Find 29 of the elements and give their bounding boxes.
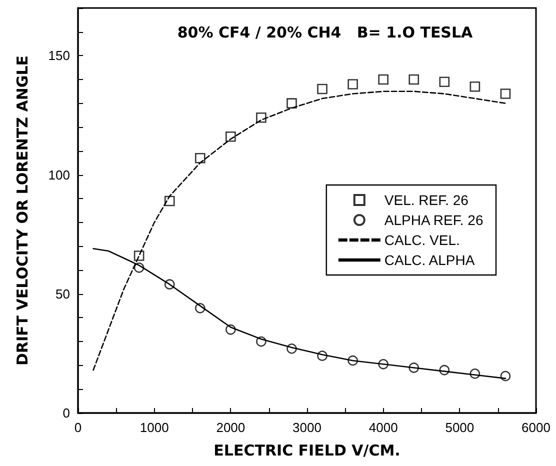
point	[317, 84, 328, 94]
legend-label: CALC. ALPHA	[384, 252, 476, 268]
point	[226, 131, 236, 142]
x-tick-label: 5000	[445, 420, 474, 435]
y-tick-label: 100	[48, 167, 70, 182]
point	[348, 79, 358, 90]
x-tick-label: 4000	[368, 420, 398, 435]
x-tick-label: 1000	[140, 420, 169, 435]
y-tick-label: 50	[56, 286, 70, 302]
x-tick-label: 2000	[216, 420, 246, 435]
point	[408, 74, 420, 85]
x-tick-label: 0	[74, 420, 82, 435]
point	[439, 76, 450, 88]
x-axis-title: ELECTRIC FIELD V/CM.	[214, 442, 400, 460]
y-tick-label: 150	[48, 48, 70, 64]
point	[378, 74, 388, 85]
point	[194, 152, 206, 164]
y-tick-label: 0	[62, 406, 70, 420]
x-tick-label: 3000	[292, 420, 322, 435]
point	[500, 88, 511, 99]
text: 80% CF4 / 20% CH4 B= 1.O TESLA	[177, 24, 474, 42]
point	[470, 81, 480, 92]
legend-label: ALPHA REF. 26	[384, 212, 484, 228]
x-tick-label: 6000	[522, 420, 550, 435]
y-axis-title: DRIFT VELOCITY OR LORENTZ ANGLE	[14, 55, 32, 366]
legend-label: VEL. REF. 26	[384, 192, 469, 208]
point	[500, 370, 511, 382]
legend-label: CALC. VEL.	[384, 232, 460, 248]
point	[286, 98, 297, 108]
